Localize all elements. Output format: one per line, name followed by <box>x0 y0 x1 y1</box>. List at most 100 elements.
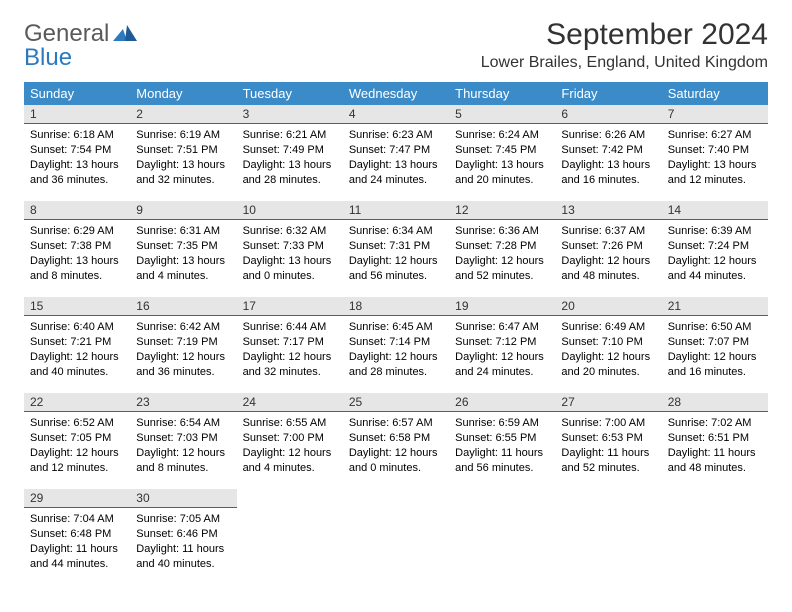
daylight-text: Daylight: 12 hours and 32 minutes. <box>243 350 337 380</box>
sunset-text: Sunset: 7:33 PM <box>243 239 337 254</box>
daylight-text: Daylight: 12 hours and 56 minutes. <box>349 254 443 284</box>
day-body: Sunrise: 6:34 AMSunset: 7:31 PMDaylight:… <box>343 219 449 297</box>
sunrise-text: Sunrise: 6:40 AM <box>30 320 124 335</box>
sunrise-text: Sunrise: 7:02 AM <box>668 416 762 431</box>
daylight-text: Daylight: 13 hours and 36 minutes. <box>30 158 124 188</box>
day-header: Monday <box>130 82 236 105</box>
calendar-cell: 3Sunrise: 6:21 AMSunset: 7:49 PMDaylight… <box>237 105 343 201</box>
day-number: 21 <box>662 297 768 315</box>
daylight-text: Daylight: 12 hours and 0 minutes. <box>349 446 443 476</box>
day-body: Sunrise: 6:47 AMSunset: 7:12 PMDaylight:… <box>449 315 555 393</box>
sunset-text: Sunset: 6:58 PM <box>349 431 443 446</box>
day-number: 30 <box>130 489 236 507</box>
sunset-text: Sunset: 7:42 PM <box>561 143 655 158</box>
title-block: September 2024 Lower Brailes, England, U… <box>481 18 768 72</box>
daylight-text: Daylight: 12 hours and 40 minutes. <box>30 350 124 380</box>
sunrise-text: Sunrise: 6:36 AM <box>455 224 549 239</box>
calendar-cell: 24Sunrise: 6:55 AMSunset: 7:00 PMDayligh… <box>237 393 343 489</box>
day-number: 15 <box>24 297 130 315</box>
day-body: Sunrise: 7:00 AMSunset: 6:53 PMDaylight:… <box>555 411 661 489</box>
daylight-text: Daylight: 13 hours and 0 minutes. <box>243 254 337 284</box>
day-body: Sunrise: 7:02 AMSunset: 6:51 PMDaylight:… <box>662 411 768 489</box>
calendar-cell: 12Sunrise: 6:36 AMSunset: 7:28 PMDayligh… <box>449 201 555 297</box>
day-number: 24 <box>237 393 343 411</box>
sunset-text: Sunset: 7:31 PM <box>349 239 443 254</box>
sunrise-text: Sunrise: 6:49 AM <box>561 320 655 335</box>
day-body: Sunrise: 6:44 AMSunset: 7:17 PMDaylight:… <box>237 315 343 393</box>
sunrise-text: Sunrise: 6:26 AM <box>561 128 655 143</box>
day-number: 19 <box>449 297 555 315</box>
day-body: Sunrise: 7:04 AMSunset: 6:48 PMDaylight:… <box>24 507 130 585</box>
sunset-text: Sunset: 7:07 PM <box>668 335 762 350</box>
daylight-text: Daylight: 12 hours and 48 minutes. <box>561 254 655 284</box>
daylight-text: Daylight: 12 hours and 20 minutes. <box>561 350 655 380</box>
sunset-text: Sunset: 7:12 PM <box>455 335 549 350</box>
day-body: Sunrise: 6:40 AMSunset: 7:21 PMDaylight:… <box>24 315 130 393</box>
day-number: 20 <box>555 297 661 315</box>
calendar-cell: 20Sunrise: 6:49 AMSunset: 7:10 PMDayligh… <box>555 297 661 393</box>
daylight-text: Daylight: 13 hours and 24 minutes. <box>349 158 443 188</box>
sunset-text: Sunset: 7:51 PM <box>136 143 230 158</box>
daylight-text: Daylight: 12 hours and 52 minutes. <box>455 254 549 284</box>
day-body: Sunrise: 6:54 AMSunset: 7:03 PMDaylight:… <box>130 411 236 489</box>
sunrise-text: Sunrise: 7:00 AM <box>561 416 655 431</box>
day-body: Sunrise: 6:31 AMSunset: 7:35 PMDaylight:… <box>130 219 236 297</box>
sunset-text: Sunset: 6:46 PM <box>136 527 230 542</box>
day-header: Wednesday <box>343 82 449 105</box>
sunrise-text: Sunrise: 6:34 AM <box>349 224 443 239</box>
day-header: Saturday <box>662 82 768 105</box>
day-body: Sunrise: 6:49 AMSunset: 7:10 PMDaylight:… <box>555 315 661 393</box>
logo-word-general: General <box>24 20 109 47</box>
day-body: Sunrise: 6:26 AMSunset: 7:42 PMDaylight:… <box>555 123 661 201</box>
calendar-cell: 7Sunrise: 6:27 AMSunset: 7:40 PMDaylight… <box>662 105 768 201</box>
daylight-text: Daylight: 13 hours and 12 minutes. <box>668 158 762 188</box>
sunrise-text: Sunrise: 6:29 AM <box>30 224 124 239</box>
day-number: 18 <box>343 297 449 315</box>
sunrise-text: Sunrise: 6:32 AM <box>243 224 337 239</box>
sunrise-text: Sunrise: 6:47 AM <box>455 320 549 335</box>
calendar-cell: 9Sunrise: 6:31 AMSunset: 7:35 PMDaylight… <box>130 201 236 297</box>
calendar-cell: 5Sunrise: 6:24 AMSunset: 7:45 PMDaylight… <box>449 105 555 201</box>
sunrise-text: Sunrise: 6:52 AM <box>30 416 124 431</box>
day-number: 16 <box>130 297 236 315</box>
calendar-cell-empty <box>555 489 661 585</box>
daylight-text: Daylight: 12 hours and 12 minutes. <box>30 446 124 476</box>
sunset-text: Sunset: 7:21 PM <box>30 335 124 350</box>
sunrise-text: Sunrise: 6:21 AM <box>243 128 337 143</box>
calendar-cell: 16Sunrise: 6:42 AMSunset: 7:19 PMDayligh… <box>130 297 236 393</box>
day-body: Sunrise: 6:39 AMSunset: 7:24 PMDaylight:… <box>662 219 768 297</box>
calendar-cell: 25Sunrise: 6:57 AMSunset: 6:58 PMDayligh… <box>343 393 449 489</box>
logo-word-blue: Blue <box>24 44 72 71</box>
calendar-cell: 14Sunrise: 6:39 AMSunset: 7:24 PMDayligh… <box>662 201 768 297</box>
day-number: 14 <box>662 201 768 219</box>
sunrise-text: Sunrise: 6:59 AM <box>455 416 549 431</box>
day-number: 13 <box>555 201 661 219</box>
day-body: Sunrise: 6:24 AMSunset: 7:45 PMDaylight:… <box>449 123 555 201</box>
day-body: Sunrise: 6:29 AMSunset: 7:38 PMDaylight:… <box>24 219 130 297</box>
sunrise-text: Sunrise: 7:05 AM <box>136 512 230 527</box>
calendar-cell: 22Sunrise: 6:52 AMSunset: 7:05 PMDayligh… <box>24 393 130 489</box>
calendar-cell: 13Sunrise: 6:37 AMSunset: 7:26 PMDayligh… <box>555 201 661 297</box>
calendar-cell: 27Sunrise: 7:00 AMSunset: 6:53 PMDayligh… <box>555 393 661 489</box>
day-body: Sunrise: 6:27 AMSunset: 7:40 PMDaylight:… <box>662 123 768 201</box>
daylight-text: Daylight: 11 hours and 52 minutes. <box>561 446 655 476</box>
daylight-text: Daylight: 12 hours and 8 minutes. <box>136 446 230 476</box>
day-number: 28 <box>662 393 768 411</box>
day-body: Sunrise: 6:32 AMSunset: 7:33 PMDaylight:… <box>237 219 343 297</box>
daylight-text: Daylight: 13 hours and 16 minutes. <box>561 158 655 188</box>
day-number: 5 <box>449 105 555 123</box>
sunset-text: Sunset: 7:40 PM <box>668 143 762 158</box>
day-body: Sunrise: 6:57 AMSunset: 6:58 PMDaylight:… <box>343 411 449 489</box>
daylight-text: Daylight: 12 hours and 16 minutes. <box>668 350 762 380</box>
sunset-text: Sunset: 7:38 PM <box>30 239 124 254</box>
daylight-text: Daylight: 13 hours and 20 minutes. <box>455 158 549 188</box>
sunrise-text: Sunrise: 6:55 AM <box>243 416 337 431</box>
day-body: Sunrise: 6:23 AMSunset: 7:47 PMDaylight:… <box>343 123 449 201</box>
day-body: Sunrise: 6:19 AMSunset: 7:51 PMDaylight:… <box>130 123 236 201</box>
sunrise-text: Sunrise: 6:19 AM <box>136 128 230 143</box>
day-body: Sunrise: 6:55 AMSunset: 7:00 PMDaylight:… <box>237 411 343 489</box>
day-number: 2 <box>130 105 236 123</box>
calendar-cell: 6Sunrise: 6:26 AMSunset: 7:42 PMDaylight… <box>555 105 661 201</box>
sunset-text: Sunset: 7:47 PM <box>349 143 443 158</box>
logo-text: General Blue <box>24 22 137 70</box>
